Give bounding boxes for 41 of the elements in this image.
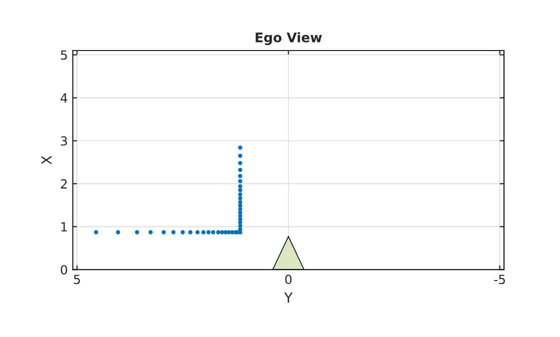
y-tick-label: 5 <box>60 50 67 60</box>
point <box>134 230 140 234</box>
point <box>116 230 120 234</box>
chart-title: Ego View <box>256 32 322 46</box>
point <box>201 230 206 234</box>
point <box>238 196 242 200</box>
point <box>238 168 242 172</box>
point <box>162 230 166 234</box>
point <box>238 224 242 228</box>
x-tick-label: -5 <box>494 274 505 284</box>
point <box>148 230 153 234</box>
y-tick-label: 4 <box>60 93 68 103</box>
y-tick-label: 3 <box>60 136 67 146</box>
point <box>94 230 98 234</box>
point <box>216 230 220 234</box>
point <box>206 230 211 234</box>
point <box>238 184 242 188</box>
point <box>238 154 242 158</box>
point <box>238 146 242 150</box>
point <box>238 214 242 218</box>
x-tick-label: 5 <box>74 274 80 284</box>
point <box>180 230 185 234</box>
point <box>238 192 242 197</box>
point <box>238 179 242 184</box>
x-tick-label: 0 <box>285 274 292 284</box>
y-tick-label: 0 <box>60 265 68 275</box>
point <box>195 230 200 234</box>
point <box>220 230 224 234</box>
y-axis-title: X <box>41 156 52 164</box>
y-tick-label: 2 <box>60 179 67 188</box>
point <box>238 204 242 208</box>
point <box>238 161 242 166</box>
point <box>238 200 242 204</box>
point <box>171 230 176 234</box>
x-axis-title: Y <box>284 292 293 303</box>
point <box>238 174 242 178</box>
point <box>211 230 216 234</box>
point <box>238 217 242 222</box>
point <box>188 230 192 234</box>
point <box>238 188 242 192</box>
y-tick-label: 1 <box>61 222 67 232</box>
